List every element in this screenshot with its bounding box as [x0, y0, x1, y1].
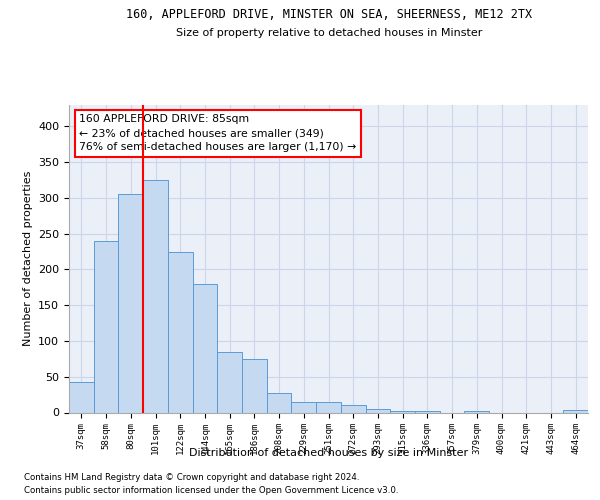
- Text: Distribution of detached houses by size in Minster: Distribution of detached houses by size …: [189, 448, 469, 458]
- Bar: [143, 180, 168, 412]
- Bar: [292, 402, 316, 412]
- Bar: [69, 382, 94, 412]
- Text: Contains HM Land Registry data © Crown copyright and database right 2024.: Contains HM Land Registry data © Crown c…: [24, 472, 359, 482]
- Bar: [464, 411, 489, 412]
- Bar: [94, 241, 118, 412]
- Bar: [193, 284, 217, 412]
- Bar: [390, 411, 415, 412]
- Bar: [217, 352, 242, 412]
- Bar: [316, 402, 341, 412]
- Text: 160 APPLEFORD DRIVE: 85sqm
← 23% of detached houses are smaller (349)
76% of sem: 160 APPLEFORD DRIVE: 85sqm ← 23% of deta…: [79, 114, 356, 152]
- Bar: [118, 194, 143, 412]
- Bar: [242, 359, 267, 412]
- Bar: [563, 410, 588, 412]
- Bar: [267, 393, 292, 412]
- Text: 160, APPLEFORD DRIVE, MINSTER ON SEA, SHEERNESS, ME12 2TX: 160, APPLEFORD DRIVE, MINSTER ON SEA, SH…: [126, 8, 532, 20]
- Text: Size of property relative to detached houses in Minster: Size of property relative to detached ho…: [176, 28, 482, 38]
- Bar: [365, 409, 390, 412]
- Y-axis label: Number of detached properties: Number of detached properties: [23, 171, 32, 346]
- Bar: [415, 411, 440, 412]
- Bar: [341, 406, 365, 412]
- Text: Contains public sector information licensed under the Open Government Licence v3: Contains public sector information licen…: [24, 486, 398, 495]
- Bar: [168, 252, 193, 412]
